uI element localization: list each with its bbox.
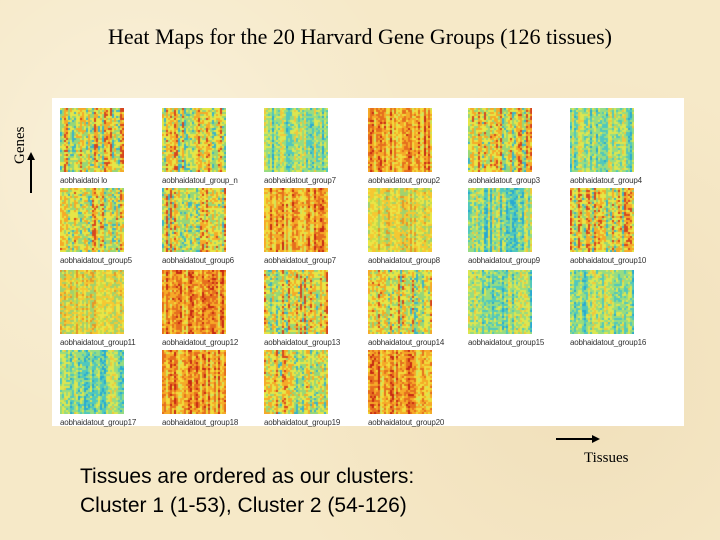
heatmap-caption: aobhaidatout_group2	[368, 176, 440, 185]
heatmap-caption: aobhaidatout_group20	[368, 418, 445, 427]
heatmap-caption: aobhaidatout_group4	[570, 176, 642, 185]
heatmap-caption: aobhaidatout_group10	[570, 256, 647, 265]
heatmap-caption: aobhaidatout_group13	[264, 338, 341, 347]
heatmap-image	[368, 350, 432, 414]
heatmap-image	[264, 270, 328, 334]
heatmap-caption: aobhaidatoul_group_n	[162, 176, 238, 185]
heatmap-image	[162, 188, 226, 252]
heatmap-image	[368, 188, 432, 252]
heatmap-image	[570, 270, 634, 334]
heatmap-caption: aobhaidatout_group7	[264, 256, 336, 265]
heatmap-image	[60, 350, 124, 414]
heatmap-image	[264, 188, 328, 252]
slide-title: Heat Maps for the 20 Harvard Gene Groups…	[107, 24, 613, 49]
cluster-note-line1: Tissues are ordered as our clusters:	[80, 465, 415, 488]
heatmap-grid: aobhaidatoi lo aobhaidatoul_group_n aobhai…	[52, 98, 684, 427]
heatmap-image	[368, 270, 432, 334]
heatmap-caption: aobhaidatout_group11	[60, 338, 136, 347]
heatmap-caption: aobhaidatout_group18	[162, 418, 239, 427]
heatmap-image	[264, 350, 328, 414]
tissues-axis-label: Tissues	[584, 450, 629, 466]
heatmap-image	[468, 270, 532, 334]
heatmap-image	[162, 270, 226, 334]
genes-up-arrow	[27, 152, 35, 193]
heatmap-caption: aobhaidatout_group7	[264, 176, 336, 185]
heatmap-caption: aobhaidatout_group17	[60, 418, 137, 427]
heatmap-caption: aobhaidatout_group16	[570, 338, 647, 347]
heatmap-caption: aobhaidatout_group6	[162, 256, 234, 265]
heatmap-caption: aobhaidatout_group5	[60, 256, 132, 265]
heatmap-caption: aobhaidatout_group12	[162, 338, 239, 347]
heatmap-image	[264, 108, 328, 172]
heatmap-image	[60, 188, 124, 252]
heatmap-image	[570, 108, 634, 172]
heatmap-caption: aobhaidatout_group15	[468, 338, 545, 347]
heatmap-image	[468, 108, 532, 172]
tissues-right-arrow	[556, 435, 600, 443]
heatmap-caption: aobhaidatout_group9	[468, 256, 540, 265]
heatmap-caption: aobhaidatout_group8	[368, 256, 440, 265]
heatmap-image	[162, 108, 226, 172]
heatmap-image	[60, 270, 124, 334]
heatmap-caption: aobhaidatout_group3	[468, 176, 540, 185]
cluster-note-line2: Cluster 1 (1-53), Cluster 2 (54-126)	[80, 494, 407, 517]
heatmap-image	[570, 188, 634, 252]
heatmap-image	[60, 108, 124, 172]
heatmap-caption: aobhaidatout_group14	[368, 338, 445, 347]
cluster-note: Tissues are ordered as our clusters: Clu…	[80, 462, 414, 520]
heatmap-image	[368, 108, 432, 172]
heatmap-image	[468, 188, 532, 252]
heatmap-image	[162, 350, 226, 414]
heatmap-caption: aobhaidatoi lo	[60, 176, 108, 185]
heatmap-caption: aobhaidatout_group19	[264, 418, 341, 427]
